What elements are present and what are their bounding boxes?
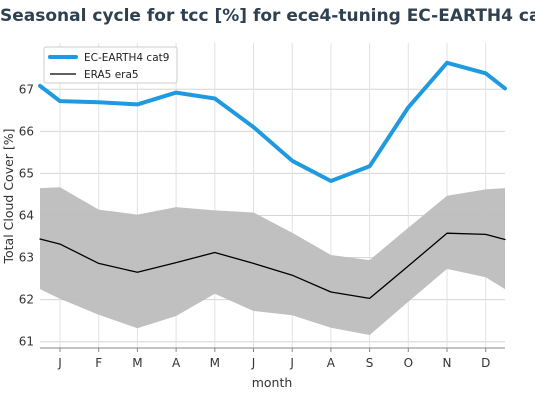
x-tick-label: J <box>251 356 256 370</box>
x-tick-label: J <box>57 356 62 370</box>
series-line-0 <box>38 60 507 183</box>
legend-label-era5: ERA5 era5 <box>84 69 139 81</box>
x-tick-label: O <box>404 356 413 370</box>
x-tick-label: A <box>172 356 181 370</box>
y-tick-label: 67 <box>19 82 34 96</box>
x-tick-label: D <box>481 356 490 370</box>
x-tick-label: A <box>327 356 336 370</box>
x-tick-label: N <box>443 356 452 370</box>
chart-title: Seasonal cycle for tcc [%] for ece4-tuni… <box>0 6 535 26</box>
series-line-1 <box>39 232 506 300</box>
x-tick-label: M <box>210 356 220 370</box>
y-tick-label: 65 <box>19 166 34 180</box>
legend: EC-EARTH4 cat9 ERA5 era5 <box>43 46 178 84</box>
legend-label-ec-earth4: EC-EARTH4 cat9 <box>84 52 169 64</box>
y-axis-label: Total Cloud Cover [%] <box>1 128 16 264</box>
y-tick-label: 62 <box>19 293 34 307</box>
x-tick-label: S <box>366 356 374 370</box>
x-axis-label: month <box>252 375 293 390</box>
x-tick-label: M <box>132 356 142 370</box>
spread-band <box>40 187 505 335</box>
x-tick-label: F <box>95 356 102 370</box>
y-tick-label: 64 <box>19 208 34 222</box>
x-tick-label: J <box>289 356 294 370</box>
spread-band-area <box>40 187 505 335</box>
y-tick-label: 63 <box>19 251 34 265</box>
y-tick-labels: 61 62 63 64 65 66 67 <box>19 82 34 348</box>
y-tick-label: 61 <box>19 335 34 349</box>
series-lines <box>38 60 507 300</box>
y-tick-label: 66 <box>19 124 34 138</box>
